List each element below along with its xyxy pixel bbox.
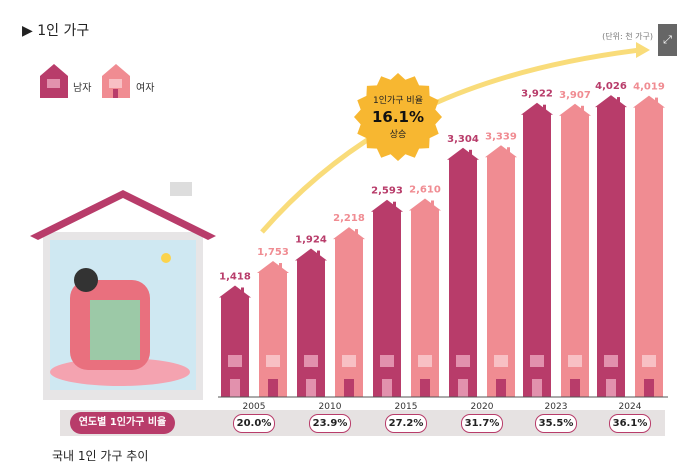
x-tick-label: 2005 — [243, 402, 266, 412]
expand-icon[interactable]: ⤢ — [658, 24, 677, 56]
bar-male-2024 — [595, 95, 627, 398]
badge-line1: 1인가구 비율 — [373, 95, 423, 106]
value-label: 4,019 — [633, 82, 665, 93]
ratio-pill: 20.0% — [233, 414, 275, 433]
ratio-pill: 23.9% — [309, 414, 351, 433]
value-label: 2,593 — [371, 186, 403, 197]
section-title: ▶ 1인 가구 — [22, 23, 90, 39]
bar-female-2023 — [559, 103, 591, 397]
legend-male-label: 남자 — [73, 83, 92, 94]
value-label: 1,924 — [295, 235, 327, 246]
value-label: 4,026 — [595, 81, 627, 92]
ratio-row-label: 연도별 1인가구 비율 — [70, 412, 175, 434]
badge-line3: 상승 — [390, 129, 407, 140]
bar-female-2005 — [257, 261, 289, 397]
ratio-pill: 27.2% — [385, 414, 427, 433]
ratio-badge — [354, 73, 442, 161]
value-label: 3,304 — [447, 134, 479, 145]
bar-female-2015 — [409, 198, 441, 397]
legend-male-icon — [40, 64, 68, 98]
bar-male-2015 — [371, 199, 403, 397]
bar-female-2010 — [333, 227, 365, 397]
trend-arrowhead — [636, 42, 650, 58]
bar-female-2020 — [485, 145, 517, 397]
x-tick-label: 2015 — [395, 402, 418, 412]
value-label: 3,907 — [559, 90, 591, 101]
ratio-pill: 35.5% — [535, 414, 577, 433]
unit-label: (단위: 천 가구) — [602, 32, 653, 41]
value-label: 1,753 — [257, 247, 289, 258]
bar-male-2020 — [447, 147, 479, 397]
x-tick-label: 2010 — [319, 402, 342, 412]
x-tick-label: 2024 — [619, 402, 642, 412]
x-tick-label: 2023 — [545, 402, 568, 412]
caption: 국내 1인 가구 추이 — [52, 449, 149, 463]
value-label: 2,218 — [333, 213, 365, 224]
bar-male-2010 — [295, 248, 327, 397]
value-label: 2,610 — [409, 184, 441, 195]
ratio-pill: 31.7% — [461, 414, 503, 433]
value-label: 3,922 — [521, 89, 553, 100]
value-label: 1,418 — [219, 271, 251, 282]
value-label: 3,339 — [485, 131, 517, 142]
x-tick-label: 2020 — [471, 402, 494, 412]
legend-female-icon — [102, 64, 130, 98]
bar-female-2024 — [633, 95, 665, 397]
bar-male-2005 — [219, 285, 251, 397]
bar-male-2023 — [521, 102, 553, 397]
ratio-pill: 36.1% — [609, 414, 651, 433]
illustration-house — [30, 182, 216, 400]
badge-value: 16.1% — [372, 108, 424, 126]
legend-female-label: 여자 — [136, 83, 155, 94]
